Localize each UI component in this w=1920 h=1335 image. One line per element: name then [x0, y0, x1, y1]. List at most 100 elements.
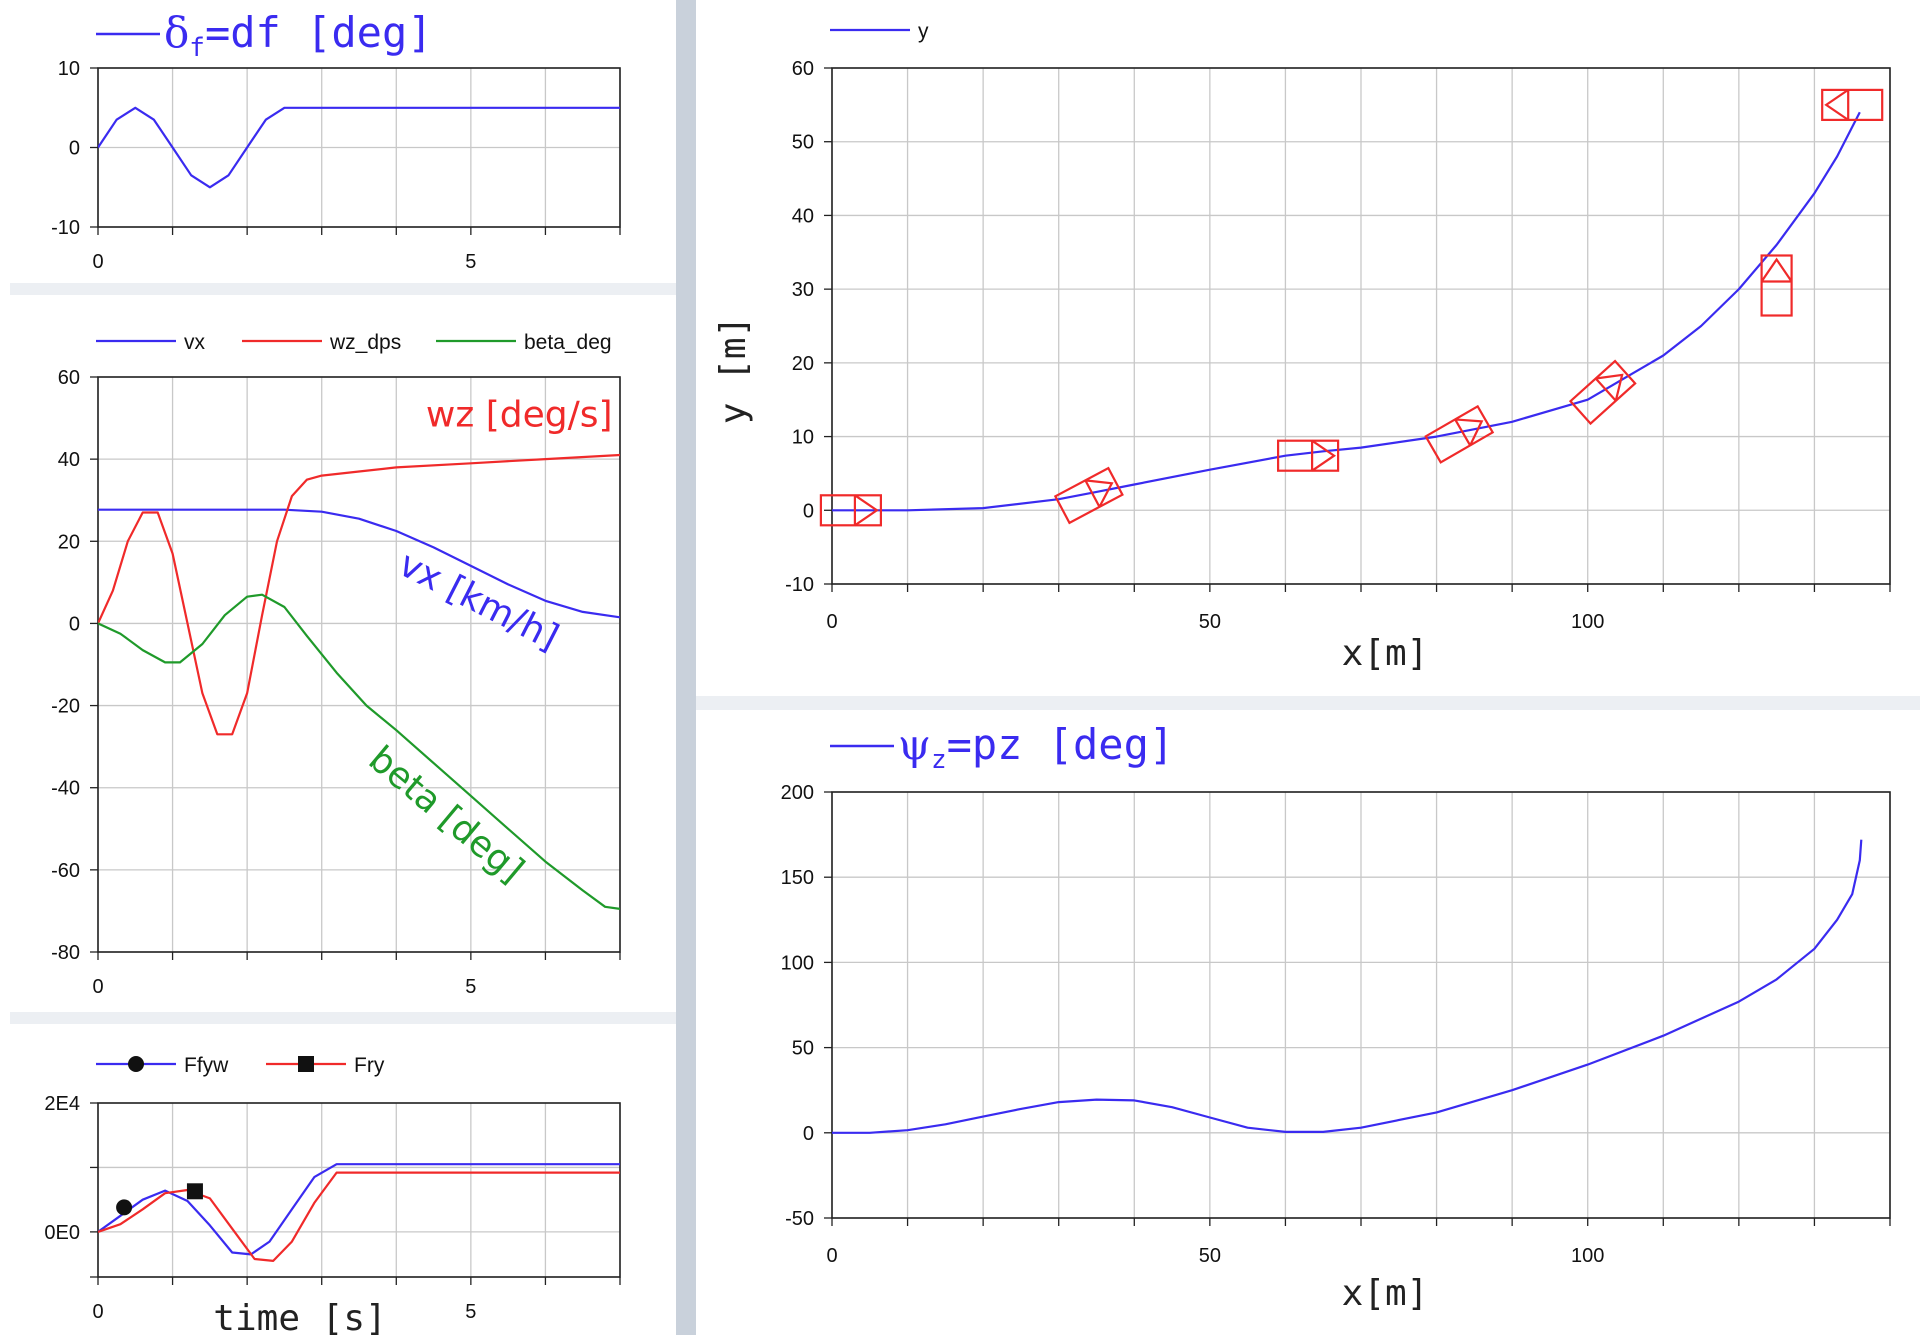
legend-label: beta_deg	[524, 331, 612, 354]
plot-frame	[97, 1102, 621, 1278]
vehicle-body	[1821, 88, 1884, 122]
series-line-δf=df	[98, 106, 620, 189]
legend-label: Ffyw	[184, 1054, 229, 1077]
series-line-wz_dps	[98, 453, 620, 736]
y-tick-label: 60	[58, 367, 80, 389]
y-tick-label: 0	[69, 613, 80, 635]
right-divider[interactable]	[696, 696, 1920, 710]
series-line-Ffyw	[98, 1163, 620, 1256]
vehicle-body	[1760, 254, 1793, 317]
legend-label: y	[918, 20, 929, 43]
x-tick-label: 0	[92, 1301, 103, 1323]
chart-df: 0 5 10 0 -10 δf=df [deg]	[51, 8, 621, 273]
y-tick-label: 50	[792, 132, 814, 154]
vehicle-body	[1568, 359, 1637, 426]
y-tick-label: 0	[69, 138, 80, 160]
vehicle-marker	[1276, 439, 1340, 472]
annotation-red: wz [deg/s]	[426, 394, 613, 435]
vehicle-marker	[1053, 466, 1124, 525]
x-tick-label: 5	[465, 976, 476, 998]
vehicle-marker	[1424, 404, 1495, 464]
y-tick-label: 0	[803, 500, 814, 522]
vehicle-body	[1276, 439, 1340, 472]
x-axis-label: time [s]	[213, 1298, 386, 1335]
vehicle-arrow	[1454, 418, 1484, 446]
legend-marker-square	[298, 1056, 314, 1072]
y-tick-label: 40	[58, 449, 80, 471]
series-group	[98, 106, 620, 189]
y-tick-label: 30	[792, 279, 814, 301]
legend-label: wz_dps	[329, 331, 401, 354]
y-tick-label: 10	[58, 58, 80, 80]
x-tick-label: 0	[826, 1245, 837, 1267]
vehicle-body	[1053, 466, 1124, 525]
x-tick-label: 0	[92, 976, 103, 998]
left-right-divider[interactable]	[676, 0, 696, 1335]
series-marker-square	[186, 1183, 203, 1200]
series-line-beta_deg	[98, 593, 620, 910]
y-tick-label: 100	[781, 952, 814, 974]
series-group	[832, 839, 1863, 1134]
x-axis-label: x[m]	[1342, 633, 1429, 674]
series-line-ψz=pz	[832, 839, 1863, 1134]
vehicle-arrow	[853, 494, 879, 527]
vehicle-body	[1424, 404, 1495, 464]
vehicle-marker	[1821, 88, 1884, 122]
legend-title: δf=df [deg]	[164, 8, 433, 63]
y-tick-label: 0E0	[44, 1222, 80, 1244]
x-tick-label: 50	[1199, 611, 1221, 633]
y-tick-label: -60	[51, 860, 80, 882]
vehicle-marker	[1760, 254, 1793, 317]
x-tick-label: 100	[1571, 611, 1604, 633]
x-tick-label: 50	[1199, 1245, 1221, 1267]
x-axis-label: x[m]	[1342, 1273, 1429, 1314]
vehicle-arrow	[1824, 88, 1850, 121]
legend-title: ψz=pz [deg]	[898, 720, 1174, 775]
y-tick-label: 150	[781, 867, 814, 889]
y-tick-label: -50	[785, 1208, 814, 1230]
legend-label: vx	[184, 331, 206, 354]
x-tick-label: 5	[465, 1301, 476, 1323]
y-tick-label: 20	[792, 353, 814, 375]
x-tick-label: 0	[92, 251, 103, 273]
x-tick-label: 100	[1571, 1245, 1604, 1267]
y-tick-label: -10	[51, 217, 80, 239]
y-tick-label: 60	[792, 58, 814, 80]
chart-yaw: 0 50 100 200 150 100 50 0 -50 x[m] ψz=pz [deg]	[781, 720, 1891, 1314]
vehicle-marker	[819, 494, 883, 527]
vehicle-body	[819, 494, 883, 527]
series-line-y	[832, 111, 1861, 512]
plot-frame	[97, 376, 621, 953]
vehicle-arrow	[1084, 479, 1114, 508]
y-axis-label: y [m]	[713, 316, 754, 424]
series-group	[98, 1163, 620, 1262]
x-tick-label: 0	[826, 611, 837, 633]
series-group	[98, 453, 620, 910]
vehicle-marker	[1568, 359, 1637, 426]
series-group	[832, 111, 1861, 512]
left-divider-bottom[interactable]	[10, 1012, 676, 1024]
y-tick-label: 10	[792, 427, 814, 449]
series-line-Fry	[98, 1171, 620, 1262]
series-marker-circle	[116, 1199, 133, 1216]
y-tick-label: 0	[803, 1123, 814, 1145]
vehicle-arrow	[1310, 439, 1337, 472]
y-tick-label: -10	[785, 574, 814, 596]
chart-forces: 0 5 2E4 0E0 time [s] Ffyw Fry	[44, 1054, 621, 1335]
vehicle-arrow	[1594, 373, 1624, 402]
y-tick-label: -80	[51, 942, 80, 964]
y-tick-label: -20	[51, 696, 80, 718]
left-divider-top[interactable]	[10, 283, 676, 295]
legend-label: Fry	[354, 1054, 385, 1077]
plot-area	[98, 377, 620, 952]
y-tick-label: 50	[792, 1038, 814, 1060]
y-tick-label: -40	[51, 778, 80, 800]
y-tick-label: 2E4	[44, 1093, 80, 1115]
series-line-vx	[98, 508, 620, 619]
x-tick-label: 5	[465, 251, 476, 273]
vehicle-arrow	[1760, 257, 1793, 283]
legend-marker-circle	[128, 1056, 144, 1072]
